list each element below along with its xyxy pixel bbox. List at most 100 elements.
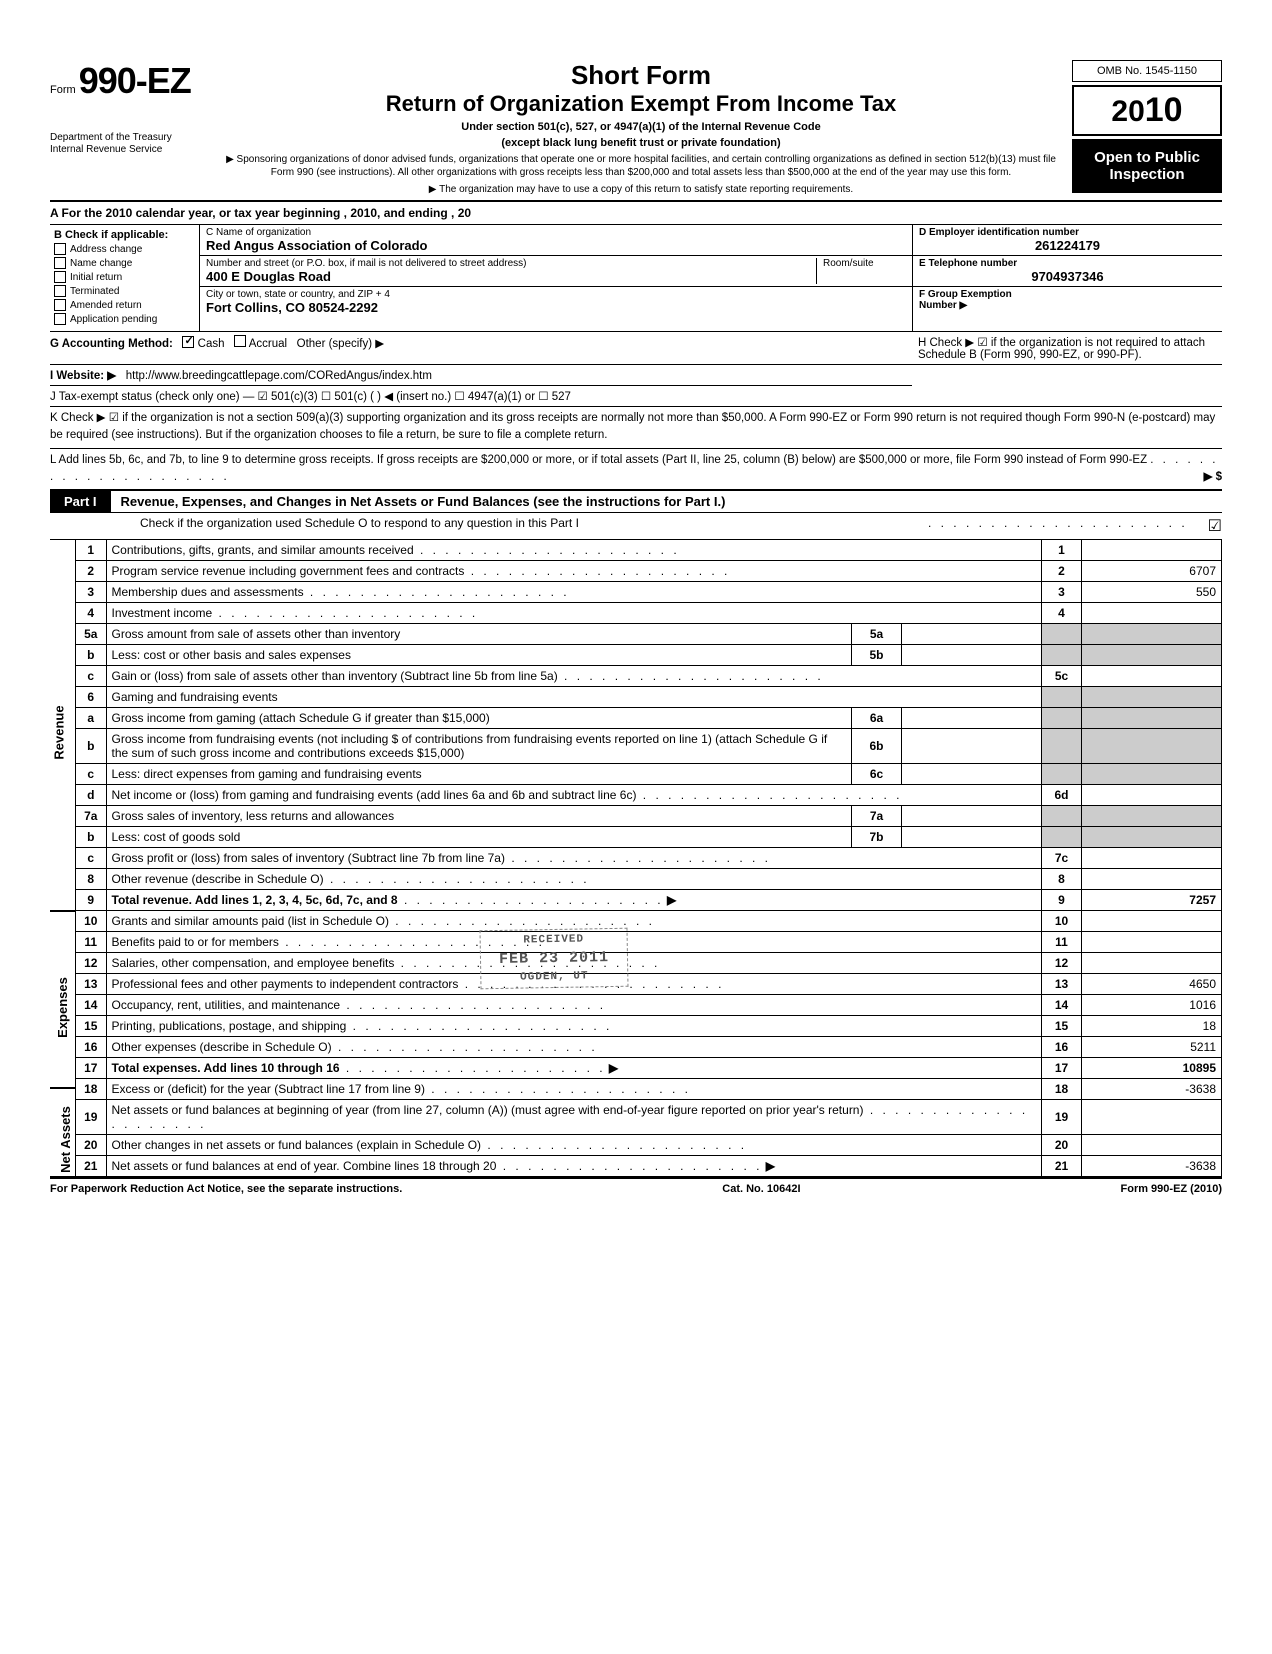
row-number: 15 xyxy=(76,1016,106,1037)
subtitle-section: Under section 501(c), 527, or 4947(a)(1)… xyxy=(220,121,1062,133)
table-row: 8Other revenue (describe in Schedule O)8 xyxy=(76,869,1222,890)
b-checkbox-1[interactable] xyxy=(54,257,66,269)
right-num-shaded xyxy=(1042,806,1082,827)
l-arrow: ▶ $ xyxy=(1204,469,1222,486)
b-checkbox-4[interactable] xyxy=(54,299,66,311)
table-row: dNet income or (loss) from gaming and fu… xyxy=(76,785,1222,806)
form-number: 990-EZ xyxy=(79,60,191,101)
part-1-table: 1Contributions, gifts, grants, and simil… xyxy=(76,539,1222,1177)
right-line-number: 6d xyxy=(1042,785,1082,806)
row-number: b xyxy=(76,729,106,764)
b-checkbox-0[interactable] xyxy=(54,243,66,255)
row-number: b xyxy=(76,827,106,848)
right-line-value[interactable] xyxy=(1082,540,1222,561)
sub-line-value[interactable] xyxy=(902,624,1042,645)
sub-line-value[interactable] xyxy=(902,645,1042,666)
b-checkbox-5[interactable] xyxy=(54,313,66,325)
row-number: 8 xyxy=(76,869,106,890)
table-row: 3Membership dues and assessments3550 xyxy=(76,582,1222,603)
sub-line-number: 5b xyxy=(852,645,902,666)
part-1-sub-checkbox[interactable]: ☑ xyxy=(1208,516,1222,536)
right-line-value[interactable]: 550 xyxy=(1082,582,1222,603)
g-label: G Accounting Method: xyxy=(50,338,173,350)
dept-line2: Internal Revenue Service xyxy=(50,144,210,156)
sub-line-value[interactable] xyxy=(902,806,1042,827)
row-description: Printing, publications, postage, and shi… xyxy=(106,1016,1042,1037)
page-footer: For Paperwork Reduction Act Notice, see … xyxy=(50,1177,1222,1195)
right-line-value[interactable] xyxy=(1082,869,1222,890)
e-phone-value: 9704937346 xyxy=(919,269,1216,284)
sub-line-number: 7b xyxy=(852,827,902,848)
right-line-value[interactable]: 7257 xyxy=(1082,890,1222,911)
row-description: Gain or (loss) from sale of assets other… xyxy=(106,666,1042,687)
f-group-label2: Number ▶ xyxy=(919,300,1216,311)
sub-line-value[interactable] xyxy=(902,729,1042,764)
g-accrual-label: Accrual xyxy=(249,338,287,350)
right-line-value[interactable] xyxy=(1082,848,1222,869)
b-checkbox-row: Name change xyxy=(54,257,195,269)
section-c-org-info: C Name of organization Red Angus Associa… xyxy=(200,225,912,331)
line-i-website: I Website: ▶ http://www.breedingcattlepa… xyxy=(50,365,912,386)
row-number: 12 xyxy=(76,953,106,974)
right-line-value[interactable] xyxy=(1082,953,1222,974)
right-num-shaded xyxy=(1042,708,1082,729)
g-accrual-checkbox[interactable] xyxy=(234,335,246,347)
table-row: 6Gaming and fundraising events xyxy=(76,687,1222,708)
row-description: Less: direct expenses from gaming and fu… xyxy=(106,764,852,785)
right-line-value[interactable] xyxy=(1082,603,1222,624)
row-description: Investment income xyxy=(106,603,1042,624)
part-1-sub-text: Check if the organization used Schedule … xyxy=(140,516,928,536)
table-row: 18Excess or (deficit) for the year (Subt… xyxy=(76,1079,1222,1100)
public-line2: Inspection xyxy=(1076,166,1218,183)
table-row: 5aGross amount from sale of assets other… xyxy=(76,624,1222,645)
right-line-value[interactable] xyxy=(1082,1135,1222,1156)
right-line-number: 5c xyxy=(1042,666,1082,687)
omb-box: OMB No. 1545-1150 xyxy=(1072,60,1222,82)
right-line-value[interactable] xyxy=(1082,911,1222,932)
sub-line-value[interactable] xyxy=(902,827,1042,848)
b-checkbox-3[interactable] xyxy=(54,285,66,297)
right-line-number: 20 xyxy=(1042,1135,1082,1156)
sub-line-value[interactable] xyxy=(902,764,1042,785)
b-checkbox-row: Address change xyxy=(54,243,195,255)
right-line-value[interactable] xyxy=(1082,1100,1222,1135)
right-line-value[interactable]: 18 xyxy=(1082,1016,1222,1037)
row-description: Gross income from gaming (attach Schedul… xyxy=(106,708,852,729)
right-num-shaded xyxy=(1042,645,1082,666)
row-description: Gross sales of inventory, less returns a… xyxy=(106,806,852,827)
table-row: 12Salaries, other compensation, and empl… xyxy=(76,953,1222,974)
right-line-value[interactable]: 1016 xyxy=(1082,995,1222,1016)
b-checkbox-2[interactable] xyxy=(54,271,66,283)
section-bcdef: B Check if applicable: Address change Nam… xyxy=(50,225,1222,332)
right-num-shaded xyxy=(1042,827,1082,848)
b-checkbox-label: Name change xyxy=(70,258,132,269)
section-b-checkboxes: B Check if applicable: Address change Nam… xyxy=(50,225,200,331)
right-line-number: 18 xyxy=(1042,1079,1082,1100)
row-number: 16 xyxy=(76,1037,106,1058)
row-description: Gaming and fundraising events xyxy=(106,687,1042,708)
b-checkbox-label: Amended return xyxy=(70,300,142,311)
l-text: L Add lines 5b, 6c, and 7b, to line 9 to… xyxy=(50,454,1147,466)
c-city-label: City or town, state or country, and ZIP … xyxy=(206,289,906,300)
right-line-value[interactable] xyxy=(1082,785,1222,806)
line-h-schedule-b: H Check ▶ ☑ if the organization is not r… xyxy=(912,332,1222,364)
c-room-label: Room/suite xyxy=(823,258,906,269)
sub-line-value[interactable] xyxy=(902,708,1042,729)
right-line-value[interactable]: 4650 xyxy=(1082,974,1222,995)
right-line-value[interactable]: 10895 xyxy=(1082,1058,1222,1079)
form-label-box: Form 990-EZ Department of the Treasury I… xyxy=(50,60,210,156)
right-line-value[interactable]: 5211 xyxy=(1082,1037,1222,1058)
right-line-value[interactable] xyxy=(1082,932,1222,953)
b-checkbox-label: Initial return xyxy=(70,272,122,283)
table-row: bLess: cost of goods sold7b xyxy=(76,827,1222,848)
g-cash-checkbox[interactable] xyxy=(182,336,194,348)
right-line-value[interactable]: -3638 xyxy=(1082,1079,1222,1100)
right-line-number: 8 xyxy=(1042,869,1082,890)
section-b-header: B Check if applicable: xyxy=(54,229,195,241)
right-line-value[interactable]: -3638 xyxy=(1082,1156,1222,1177)
right-line-value[interactable]: 6707 xyxy=(1082,561,1222,582)
right-line-value[interactable] xyxy=(1082,666,1222,687)
title-box: Short Form Return of Organization Exempt… xyxy=(220,60,1062,196)
b-checkbox-row: Initial return xyxy=(54,271,195,283)
right-boxes: OMB No. 1545-1150 2010 Open to Public In… xyxy=(1072,60,1222,193)
